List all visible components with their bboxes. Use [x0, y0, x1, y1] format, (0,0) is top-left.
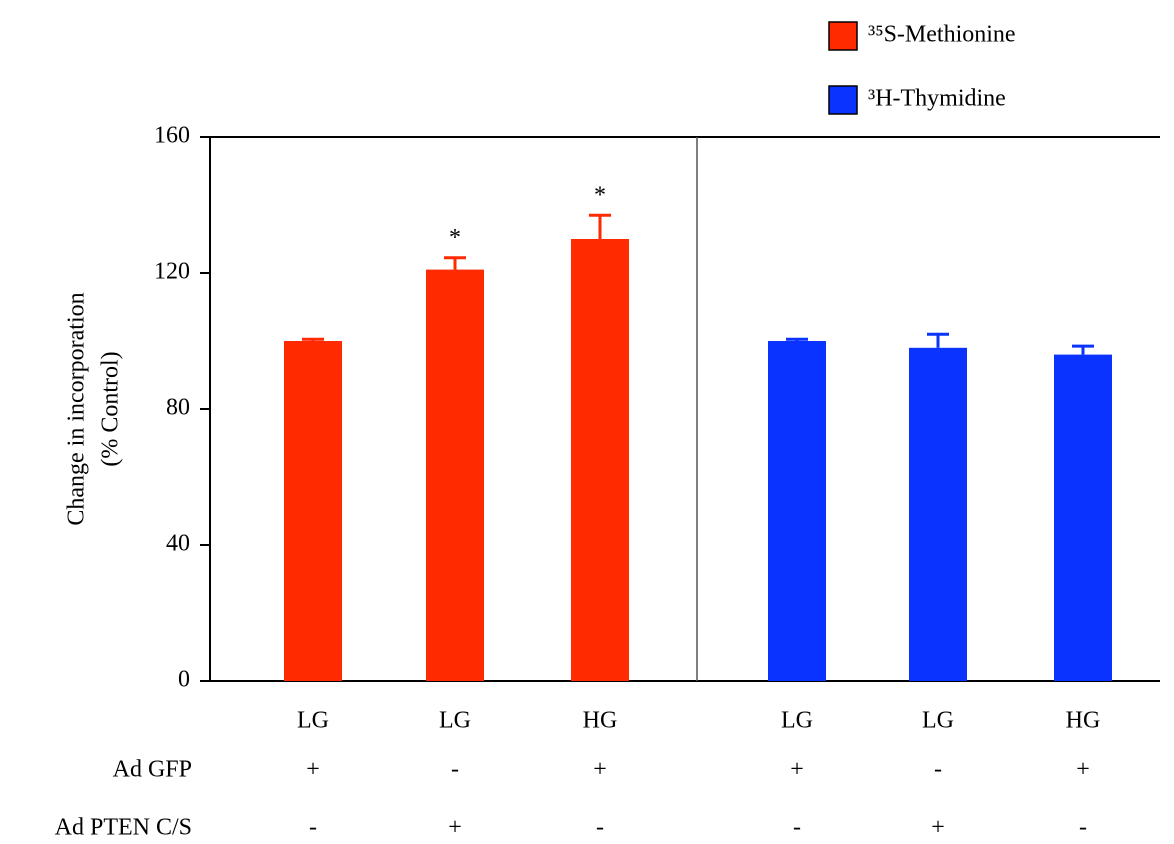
row-value: -	[451, 757, 459, 783]
x-tick-label: HG	[583, 708, 618, 734]
error-bar	[1072, 344, 1094, 355]
annotation: *	[449, 225, 461, 251]
x-tick-label: LG	[922, 708, 954, 734]
legend-swatch	[828, 21, 858, 51]
x-tick-label: HG	[1066, 708, 1101, 734]
annotation: *	[594, 183, 606, 209]
bar	[768, 341, 826, 681]
bar	[284, 341, 342, 681]
x-tick-label: LG	[439, 708, 471, 734]
row-value: +	[448, 815, 462, 841]
y-tick-label: 80	[166, 395, 190, 421]
legend-label: ³H-Thymidine	[868, 86, 1006, 112]
bar	[426, 269, 484, 681]
row-value: -	[309, 815, 317, 841]
row-value: +	[931, 815, 945, 841]
error-bar	[444, 256, 466, 270]
row-value: -	[934, 757, 942, 783]
error-bar	[927, 332, 949, 348]
y-axis-label: Change in incorporation	[64, 292, 90, 525]
x-tick-label: LG	[297, 708, 329, 734]
bar	[909, 347, 967, 681]
row-label: Ad PTEN C/S	[55, 815, 192, 841]
legend-swatch	[828, 85, 858, 115]
row-value: -	[793, 815, 801, 841]
row-value: +	[593, 757, 607, 783]
y-tick-label: 40	[166, 531, 190, 557]
y-axis-label: (% Control)	[98, 351, 124, 466]
error-bar	[786, 337, 808, 341]
row-value: +	[1076, 757, 1090, 783]
row-value: -	[596, 815, 604, 841]
y-tick-label: 120	[154, 259, 190, 285]
bar	[1054, 354, 1112, 681]
x-tick-label: LG	[781, 708, 813, 734]
error-bar	[302, 337, 324, 341]
y-tick-label: 160	[154, 123, 190, 149]
bar	[571, 239, 629, 681]
y-tick-label: 0	[178, 667, 190, 693]
row-value: -	[1079, 815, 1087, 841]
row-label: Ad GFP	[113, 757, 192, 783]
error-bar	[589, 213, 611, 239]
row-value: +	[306, 757, 320, 783]
legend-label: ³⁵S-Methionine	[868, 22, 1016, 48]
row-value: +	[790, 757, 804, 783]
